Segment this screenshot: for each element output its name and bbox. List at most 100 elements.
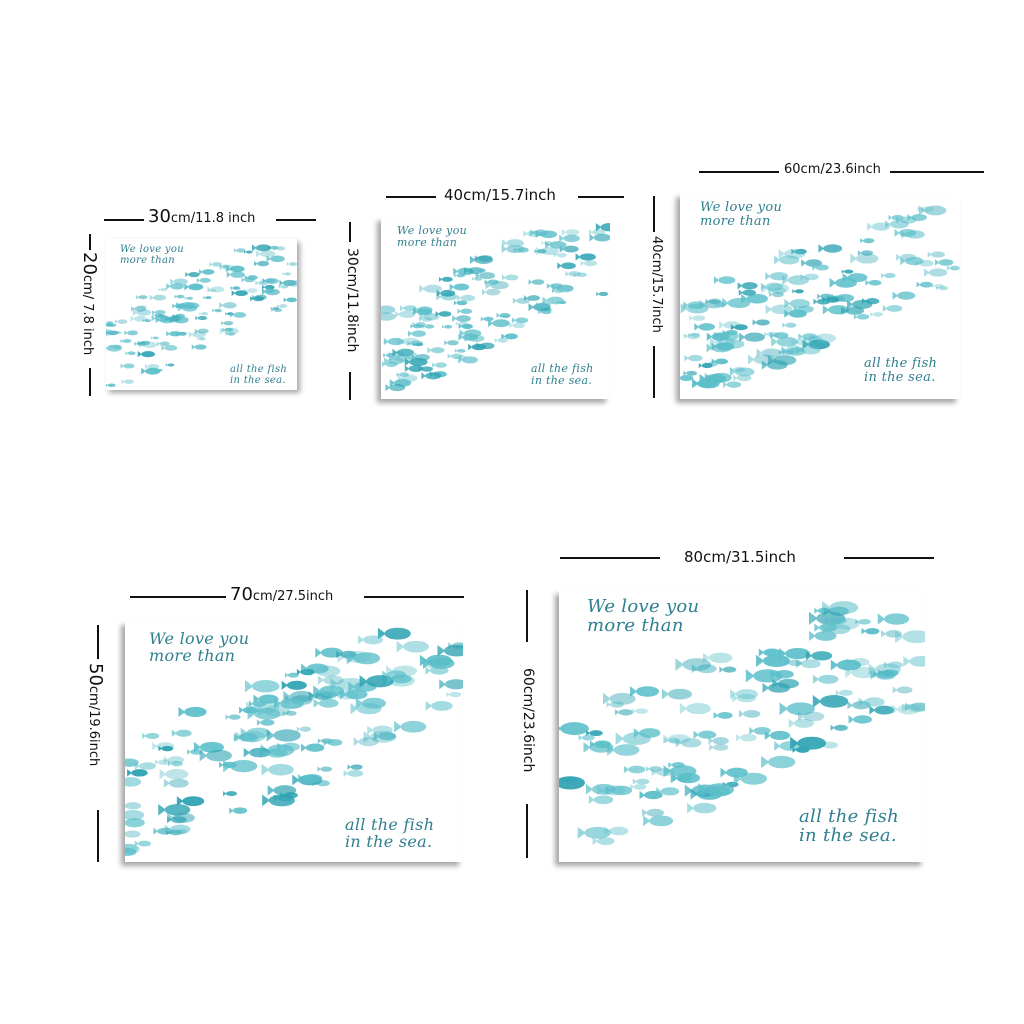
fish-shape <box>435 311 452 317</box>
fish-shape <box>387 674 412 684</box>
fish-shape <box>197 337 206 341</box>
fish-shape <box>412 321 426 327</box>
fish-shape <box>346 652 381 665</box>
fish-shape <box>385 384 406 392</box>
height-unit: cm/ 7.8 inch <box>80 274 95 356</box>
fish-shape <box>203 296 212 300</box>
fish-shape <box>233 733 258 742</box>
text-line: We love you <box>120 244 184 255</box>
fish-shape <box>853 313 870 320</box>
fish-shape <box>788 718 814 728</box>
fish-shape <box>347 764 363 770</box>
width-label: 70cm/27.5inch <box>230 584 333 605</box>
fish-shape <box>733 772 768 785</box>
fish-shape <box>781 345 804 354</box>
fish-shape <box>317 766 333 772</box>
fish-shape <box>439 276 453 282</box>
fish-shape <box>869 705 895 715</box>
fish-shape <box>782 275 810 285</box>
fish-shape <box>934 259 954 266</box>
fish-shape <box>848 715 872 724</box>
fish-shape <box>432 362 447 368</box>
fish-shape <box>758 648 781 657</box>
fish-shape <box>112 330 122 335</box>
height-label: 60cm/23.6inch <box>520 668 536 772</box>
height-label: 30cm/11.8inch <box>344 248 360 352</box>
fish-shape <box>661 688 692 700</box>
fish-shape <box>528 279 545 285</box>
fish-shape <box>141 367 161 375</box>
fish-shape <box>589 233 610 242</box>
fish-school-art <box>125 627 463 856</box>
fish-shape <box>425 701 453 711</box>
fish-shape <box>262 794 295 807</box>
fish-shape <box>806 651 833 661</box>
fish-shape <box>137 351 156 358</box>
fish-shape <box>231 290 248 297</box>
fish-shape <box>127 769 148 777</box>
fish-shape <box>230 312 247 318</box>
height-line-bottom <box>526 804 528 858</box>
fish-shape <box>580 260 598 267</box>
canvas-text-top: We love you more than <box>700 201 782 228</box>
fish-shape <box>835 689 853 696</box>
height-value: 40cm/15.7inch <box>649 236 664 333</box>
fish-shape <box>935 285 949 291</box>
fish-shape <box>764 730 791 741</box>
fish-shape <box>282 710 297 716</box>
fish-shape <box>722 297 751 309</box>
fish-shape <box>809 630 837 641</box>
fish-shape <box>134 840 152 847</box>
fish-shape <box>256 250 276 258</box>
canvas-print-70x50: We love you more than all the fish in the … <box>125 621 463 862</box>
fish-shape <box>730 689 758 700</box>
fish-shape <box>752 319 770 326</box>
fish-shape <box>256 719 275 726</box>
fish-shape <box>883 661 903 669</box>
fish-shape <box>125 818 145 828</box>
fish-shape <box>605 785 633 796</box>
fish-shape <box>449 283 470 291</box>
width-line-left <box>699 171 779 173</box>
fish-shape <box>947 265 960 271</box>
fish-shape <box>296 726 312 732</box>
fish-shape <box>870 312 884 317</box>
fish-shape <box>642 808 665 817</box>
fish-shape <box>606 701 624 708</box>
height-line-bottom <box>653 346 655 398</box>
fish-shape <box>536 302 551 308</box>
canvas-text-top: We love you more than <box>397 225 467 248</box>
fish-shape <box>394 310 416 319</box>
fish-shape <box>722 329 738 336</box>
width-line-left <box>560 557 660 559</box>
fish-shape <box>278 285 289 289</box>
fish-shape <box>244 679 280 693</box>
fish-shape <box>241 736 260 743</box>
fish-shape <box>850 253 879 264</box>
fish-shape <box>125 847 137 856</box>
width-label: 40cm/15.7inch <box>444 186 556 204</box>
fish-shape <box>907 213 927 221</box>
fish-shape <box>453 300 468 306</box>
fish-shape <box>917 206 934 213</box>
fish-shape <box>421 372 442 380</box>
fish-shape <box>267 785 297 796</box>
fish-shape <box>448 642 463 649</box>
fish-shape <box>120 363 135 369</box>
fish-shape <box>664 737 681 744</box>
fish-shape <box>903 656 925 667</box>
fish-shape <box>383 337 405 346</box>
fish-shape <box>355 697 387 709</box>
fish-shape <box>422 657 455 669</box>
fish-shape <box>456 294 476 302</box>
fish-shape <box>418 366 433 372</box>
fish-shape <box>763 331 779 337</box>
fish-shape <box>458 356 478 364</box>
height-line-top <box>653 196 655 232</box>
fish-shape <box>595 223 610 232</box>
fish-shape <box>705 298 722 305</box>
height-line-top <box>97 625 99 659</box>
width-label: 80cm/31.5inch <box>684 548 796 566</box>
fish-shape <box>888 214 904 221</box>
fish-shape <box>575 253 596 261</box>
